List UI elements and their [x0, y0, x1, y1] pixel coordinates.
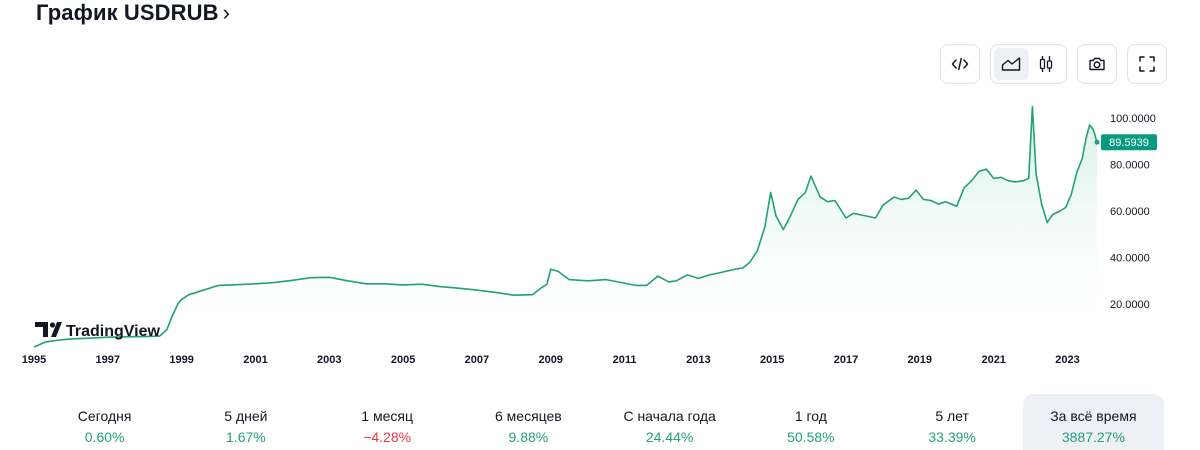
y-tick-label: 100.0000: [1110, 113, 1156, 125]
tradingview-logo: TradingView: [35, 322, 161, 340]
period-change-value: 33.39%: [928, 429, 976, 445]
y-tick-label: 20.0000: [1110, 299, 1150, 311]
last-price-tag: [1101, 134, 1157, 151]
period-tab[interactable]: С начала года 24.44%: [599, 394, 740, 450]
embed-button[interactable]: [940, 44, 980, 84]
period-label: 1 месяц: [361, 408, 413, 424]
fullscreen-icon: [1139, 56, 1155, 72]
period-change-value: 3887.27%: [1061, 429, 1125, 445]
x-tick-label: 2019: [908, 354, 932, 366]
period-label: Сегодня: [77, 408, 132, 424]
chart-style-toggle: [990, 44, 1067, 84]
tradingview-mark-icon: [35, 322, 62, 337]
series-area-fill: [34, 106, 1097, 348]
period-label: 1 год: [794, 408, 827, 424]
x-tick-label: 2003: [317, 354, 341, 366]
x-tick-label: 2005: [391, 354, 415, 366]
period-tab[interactable]: 6 месяцев 9.88%: [458, 394, 599, 450]
price-chart[interactable]: 20.0000 40.0000 60.0000 80.0000 100.0000 89.5…: [0, 0, 1200, 390]
period-change-value: 9.88%: [508, 429, 549, 445]
period-change-value: 0.60%: [84, 429, 125, 445]
chart-title-link[interactable]: График USDRUB ›: [36, 0, 230, 26]
x-tick-label: 2001: [243, 354, 267, 366]
area-style-button[interactable]: [994, 48, 1029, 80]
period-tab[interactable]: 1 месяц −4.28%: [317, 394, 458, 450]
x-tick-label: 1999: [169, 354, 193, 366]
x-tick-label: 2011: [613, 354, 637, 366]
period-change-value: 24.44%: [645, 429, 694, 445]
x-tick-label: 2021: [981, 354, 1005, 366]
period-tab[interactable]: 5 лет 33.39%: [882, 394, 1023, 450]
period-change-value: −4.28%: [363, 429, 412, 445]
code-embed-icon: [951, 57, 969, 71]
y-tick-label: 60.0000: [1110, 206, 1150, 218]
period-tab[interactable]: 1 год 50.58%: [740, 394, 881, 450]
y-tick-label: 40.0000: [1110, 253, 1150, 265]
period-tab[interactable]: 5 дней 1.67%: [175, 394, 316, 450]
period-label: С начала года: [623, 408, 716, 424]
x-tick-label: 2023: [1055, 354, 1079, 366]
x-tick-label: 2007: [465, 354, 489, 366]
data-point: [1094, 139, 1100, 145]
camera-icon: [1089, 57, 1105, 71]
period-change-value: 50.58%: [787, 429, 835, 445]
x-tick-label: 1997: [96, 354, 120, 366]
x-tick-label: 1995: [22, 354, 46, 366]
fullscreen-button[interactable]: [1127, 44, 1167, 84]
last-price-label: 89.5939: [1109, 137, 1149, 149]
period-change-value: 1.67%: [226, 429, 266, 445]
period-label: 5 лет: [935, 408, 969, 424]
period-performance-tabs: Сегодня 0.60% 5 дней 1.67% 1 месяц −4.28% 6 ме…: [34, 394, 1164, 450]
period-label: 5 дней: [224, 408, 268, 424]
tradingview-wordmark: TradingView: [66, 323, 161, 340]
page-title: График USDRUB: [36, 0, 219, 25]
y-tick-label: 80.0000: [1110, 160, 1150, 172]
x-tick-label: 2015: [760, 354, 784, 366]
x-tick-label: 2017: [834, 354, 858, 366]
period-tab[interactable]: Сегодня 0.60%: [34, 394, 175, 450]
x-tick-label: 2013: [686, 354, 710, 366]
chevron-right-icon: ›: [222, 0, 231, 25]
period-label: 6 месяцев: [494, 408, 562, 424]
x-tick-label: 2009: [538, 354, 562, 366]
snapshot-button[interactable]: [1077, 44, 1117, 84]
candlestick-icon: [1039, 56, 1052, 72]
period-tab[interactable]: За всё время 3887.27%: [1022, 394, 1164, 450]
series-line: [33, 105, 1098, 348]
candles-style-button[interactable]: [1029, 48, 1064, 80]
period-label: За всё время: [1050, 408, 1137, 424]
area-chart-icon: [1002, 57, 1021, 71]
